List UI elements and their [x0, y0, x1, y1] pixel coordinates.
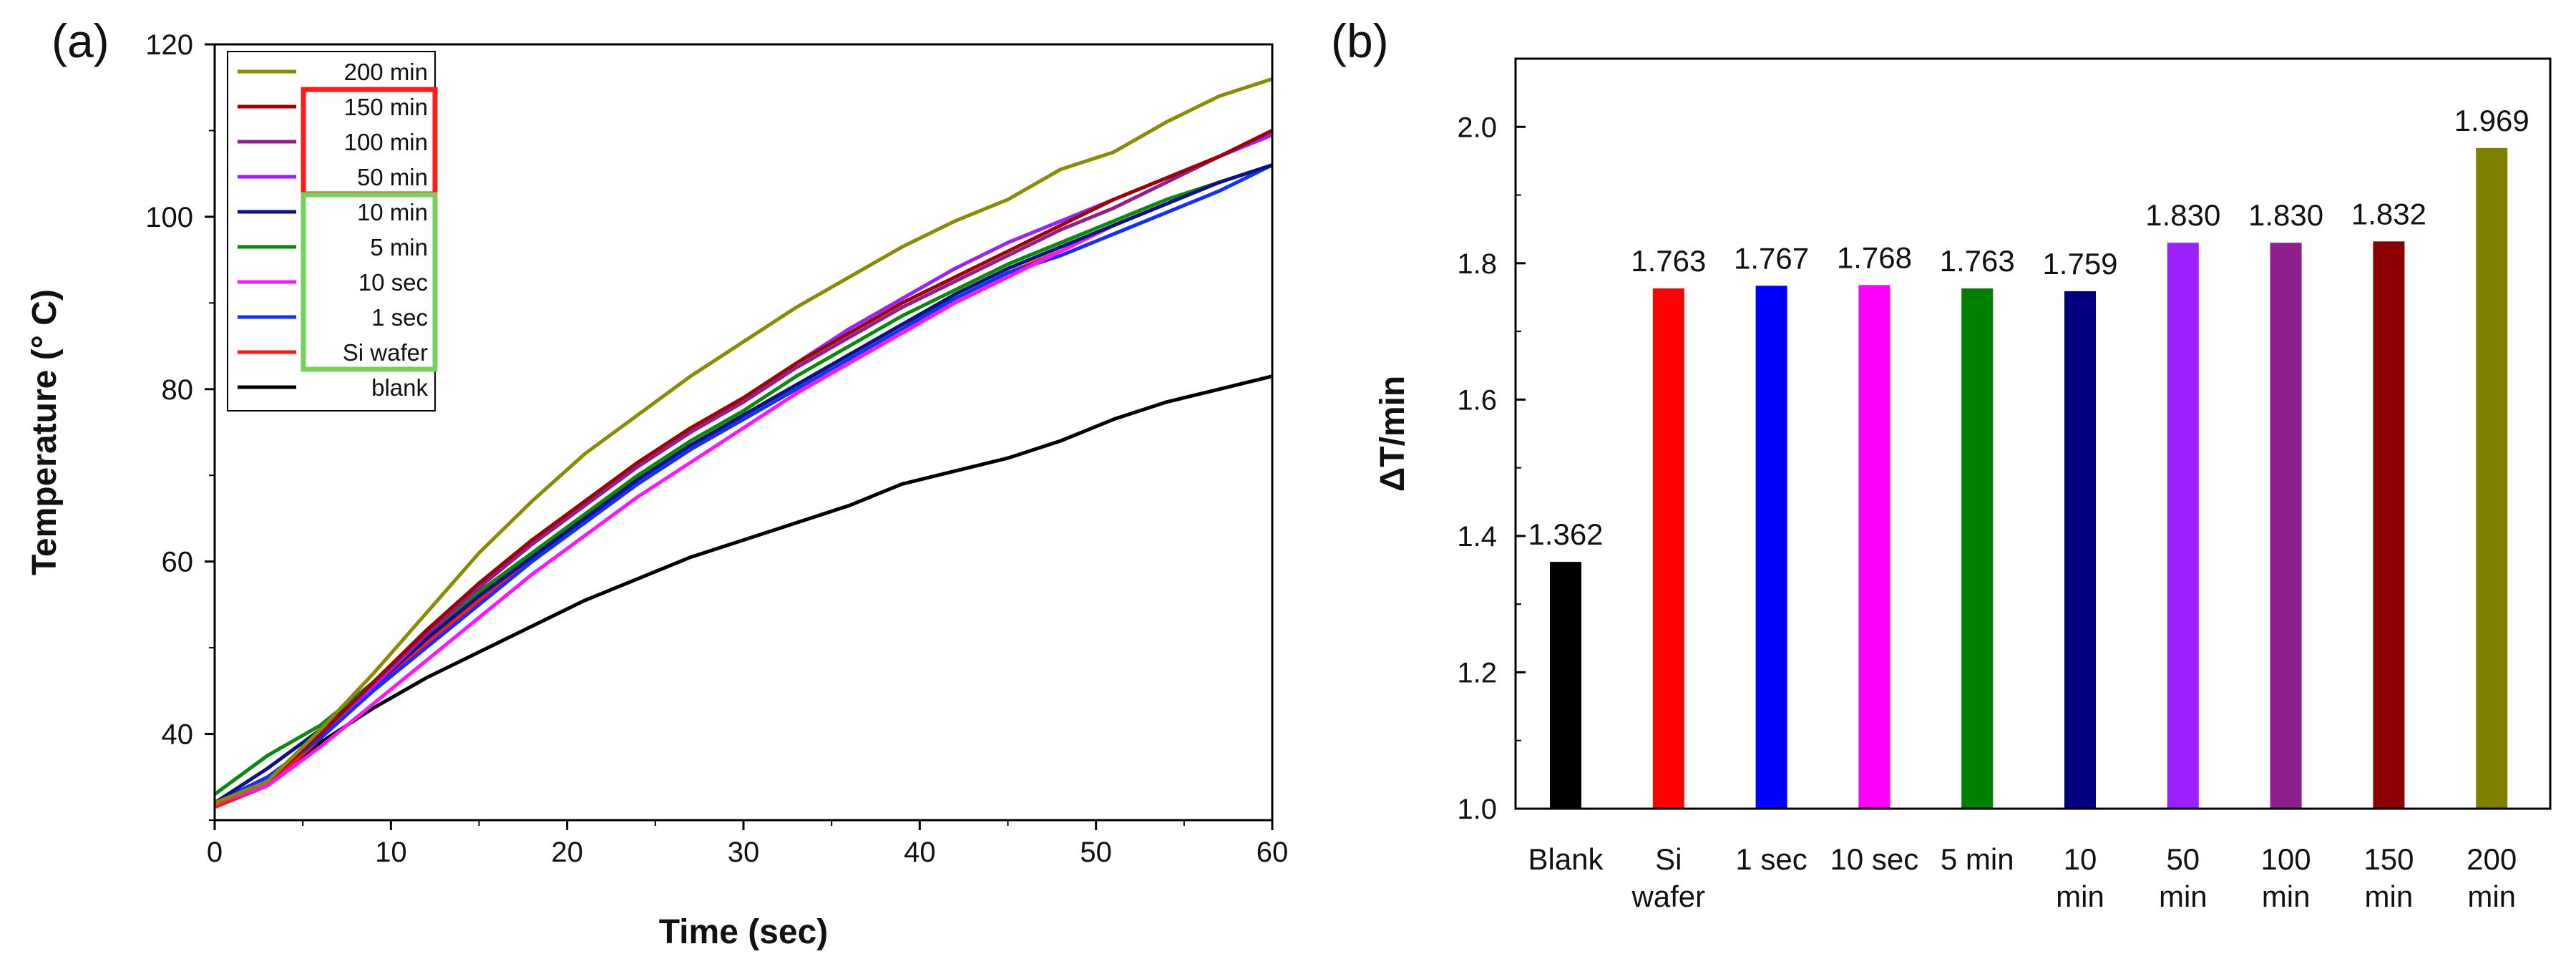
panel-b-y-axis-title: ΔT/min	[1374, 376, 1412, 492]
legend-entry: 1 sec	[371, 304, 428, 331]
bar	[1961, 288, 1994, 809]
bar-value-label: 1.830	[2145, 198, 2220, 232]
x-tick-label: 40	[904, 837, 936, 868]
series-line-200-min	[214, 77, 1273, 805]
bar-value-label: 1.763	[1631, 244, 1706, 278]
x-category-label: Blank	[1528, 842, 1604, 876]
bar-value-label: 1.362	[1528, 517, 1603, 551]
series-line-1-sec	[213, 163, 1274, 805]
x-tick-label: 50	[1080, 837, 1112, 868]
x-tick-label: 0	[207, 837, 223, 868]
y-tick-label: 1.4	[1457, 521, 1497, 552]
x-category-label: 1 sec	[1735, 842, 1807, 876]
panel-a-label: (a)	[52, 14, 109, 67]
bar	[2064, 291, 2096, 809]
legend-entry: 150 min	[344, 94, 428, 120]
bar	[1652, 288, 1684, 809]
bar-value-label: 1.969	[2454, 104, 2529, 137]
bar	[2476, 147, 2508, 809]
legend-entry: 10 min	[357, 199, 428, 225]
x-tick-label: 10	[375, 837, 407, 868]
x-category-label: 150	[2363, 842, 2414, 876]
legend-entry: blank	[371, 374, 428, 401]
y-tick-label: 1.2	[1457, 657, 1497, 688]
x-tick-label: 60	[1257, 837, 1289, 868]
bar	[1550, 562, 1581, 809]
bar-value-label: 1.768	[1837, 240, 1912, 274]
y-tick-label: 2.0	[1457, 112, 1497, 143]
panel-a-y-axis-title: Temperature (° C)	[26, 289, 64, 575]
panel-a-legend: 200 min 150 min 100 min 50 min 10 min 5 min 10…	[227, 51, 438, 412]
legend-entry: 5 min	[370, 234, 428, 260]
x-category-label: wafer	[1631, 880, 1705, 913]
bar	[2167, 243, 2199, 809]
legend-entry: 50 min	[357, 164, 428, 190]
panel-a-line-chart: (a) 0 10 20 30 40 50 60 40 60 80 100 120 Time (sec)…	[26, 14, 1288, 951]
x-category-label: min	[2365, 880, 2414, 913]
legend-entry: 200 min	[344, 59, 428, 85]
legend-entry: 10 sec	[358, 269, 428, 296]
x-category-label: 200	[2467, 842, 2517, 876]
x-tick-label: 30	[728, 837, 760, 868]
series-line-blank	[214, 374, 1273, 805]
x-category-label: min	[2467, 880, 2516, 913]
bar-value-label: 1.767	[1734, 241, 1809, 275]
y-tick-label: 40	[162, 719, 194, 751]
bar	[2270, 243, 2302, 809]
y-tick-label: 60	[162, 547, 194, 578]
panel-b-label: (b)	[1331, 14, 1389, 67]
bar-value-label: 1.830	[2248, 198, 2323, 232]
x-category-label: 10 sec	[1830, 842, 1919, 876]
y-tick-label: 1.0	[1457, 794, 1497, 825]
bar-value-label: 1.763	[1940, 244, 2015, 278]
x-category-label: min	[2262, 880, 2311, 913]
x-category-label: min	[2056, 880, 2104, 913]
panel-b-bar-chart: (b) 1.0 1.2 1.4 1.6 1.8 2.0 1.362 Blank 1.763 Si…	[1331, 14, 2552, 913]
bar	[2373, 241, 2405, 809]
y-tick-label: 100	[145, 202, 193, 233]
x-category-label: 5 min	[1941, 842, 2014, 876]
y-tick-label: 80	[162, 374, 194, 406]
y-tick-label: 120	[145, 29, 193, 61]
y-tick-label: 1.6	[1457, 384, 1497, 416]
x-category-label: 10	[2064, 842, 2097, 876]
bar-value-label: 1.832	[2351, 197, 2426, 230]
bar	[1755, 286, 1787, 809]
y-tick-label: 1.8	[1457, 248, 1497, 280]
series-line-150-min	[214, 129, 1274, 805]
legend-entry: 100 min	[344, 129, 428, 155]
x-category-label: Si	[1655, 842, 1682, 876]
x-category-label: min	[2159, 880, 2207, 913]
legend-highlight-box-green	[301, 192, 438, 372]
x-category-label: 100	[2261, 842, 2311, 876]
panel-b-plot-frame	[1514, 57, 2552, 810]
legend-entry: Si wafer	[343, 339, 428, 366]
panel-a-plot-frame	[213, 43, 1274, 822]
x-category-label: 50	[2166, 842, 2200, 876]
panel-a-x-axis-title: Time (sec)	[659, 913, 829, 951]
bar-value-label: 1.759	[2042, 247, 2117, 281]
x-tick-label: 20	[551, 837, 583, 868]
bar	[1858, 285, 1890, 809]
